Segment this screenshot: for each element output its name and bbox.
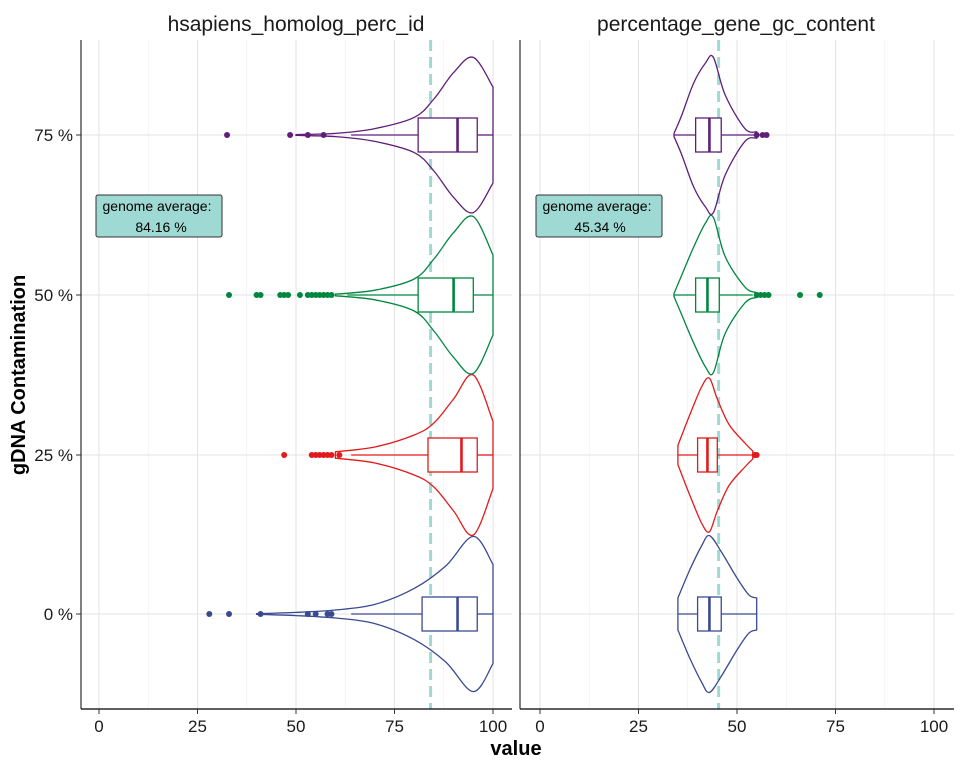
p1-violin-0pct bbox=[255, 535, 494, 693]
p1-box-75pct bbox=[417, 117, 478, 153]
x-axis-title: value bbox=[490, 738, 541, 760]
p2-group-75pct bbox=[673, 54, 770, 216]
p2-x-tick-label: 75 bbox=[826, 717, 845, 736]
p2-x-tick-label: 100 bbox=[920, 717, 948, 736]
p2-outlier-point-50pct bbox=[816, 292, 823, 298]
panel-1-annotation-line2: 84.16 % bbox=[135, 219, 186, 235]
p2-outlier-point-75pct bbox=[753, 132, 760, 138]
p2-outlier-point-75pct bbox=[763, 132, 770, 138]
p1-group-50pct bbox=[226, 215, 494, 375]
y-tick-label: 50 % bbox=[34, 286, 73, 305]
panel-2-axes: 0 25 50 75 100 bbox=[519, 40, 954, 736]
p1-outlier-point-50pct bbox=[257, 292, 264, 298]
panel-1-annotation-box bbox=[95, 194, 223, 238]
panel-hsapiens-homolog-perc-id: hsapiens_homolog_perc_id genome average:… bbox=[80, 13, 512, 736]
panel-2-violins bbox=[673, 54, 823, 694]
panel-1-genome-average-annotation: genome average: 84.16 % bbox=[95, 194, 223, 238]
p2-x-tick-label: 25 bbox=[629, 717, 648, 736]
panel-2-title: percentage_gene_gc_content bbox=[597, 13, 875, 36]
panel-1-annotation-line1: genome average: bbox=[103, 198, 212, 214]
p1-outlier-point-50pct bbox=[226, 292, 233, 298]
y-axis-tick-labels: 0 % 25 % 50 % 75 % bbox=[34, 126, 81, 624]
p2-group-25pct bbox=[677, 377, 760, 533]
p1-x-tick-label: 100 bbox=[479, 717, 507, 736]
p1-x-tick-label: 25 bbox=[188, 717, 207, 736]
p2-x-tick-label: 0 bbox=[535, 717, 544, 736]
y-tick-label: 0 % bbox=[44, 605, 73, 624]
p1-x-tick-label: 75 bbox=[385, 717, 404, 736]
p1-outlier-point-75pct bbox=[224, 132, 231, 138]
panel-2-genome-average-annotation: genome average: 45.34 % bbox=[535, 194, 663, 238]
p1-box-50pct bbox=[417, 277, 474, 313]
p1-outlier-point-25pct bbox=[328, 452, 335, 458]
p1-violin-50pct bbox=[334, 215, 494, 375]
y-tick-label: 75 % bbox=[34, 126, 73, 145]
y-tick-label: 25 % bbox=[34, 446, 73, 465]
p2-violin-75pct bbox=[673, 54, 758, 216]
p1-box-25pct bbox=[427, 437, 478, 473]
p1-group-75pct bbox=[224, 56, 494, 214]
p1-outlier-point-25pct bbox=[336, 452, 343, 458]
panel-2-annotation-box bbox=[535, 194, 663, 238]
panel-1-axes: 0 25 50 75 100 bbox=[80, 40, 512, 736]
p1-outlier-point-25pct bbox=[281, 452, 288, 458]
p1-outlier-point-50pct bbox=[328, 292, 335, 298]
p1-group-25pct bbox=[281, 373, 494, 537]
p1-outlier-point-0pct bbox=[328, 611, 335, 617]
p2-outlier-point-50pct bbox=[797, 292, 804, 298]
p1-outlier-point-0pct bbox=[226, 611, 233, 617]
p1-outlier-point-75pct bbox=[304, 132, 311, 138]
p1-x-tick-label: 50 bbox=[287, 717, 306, 736]
p1-outlier-point-0pct bbox=[312, 611, 319, 617]
panel-1-violins bbox=[206, 56, 494, 693]
panel-1-title: hsapiens_homolog_perc_id bbox=[168, 13, 425, 36]
p2-group-50pct bbox=[673, 214, 823, 376]
p1-outlier-point-50pct bbox=[296, 292, 303, 298]
p1-group-0pct bbox=[206, 535, 494, 693]
panel-2-annotation-line1: genome average: bbox=[543, 198, 652, 214]
p1-outlier-point-75pct bbox=[287, 132, 294, 138]
p1-x-tick-label: 0 bbox=[94, 717, 103, 736]
panel-percentage-gene-gc-content: percentage_gene_gc_content genome averag… bbox=[519, 13, 954, 736]
p2-x-tick-label: 50 bbox=[728, 717, 747, 736]
p1-outlier-point-0pct bbox=[304, 611, 311, 617]
p1-outlier-point-75pct bbox=[320, 132, 327, 138]
p1-outlier-point-0pct bbox=[206, 611, 213, 617]
p2-outlier-point-50pct bbox=[765, 292, 772, 298]
panel-2-annotation-line2: 45.34 % bbox=[574, 219, 625, 235]
p2-outlier-point-25pct bbox=[753, 452, 760, 458]
y-axis-title: gDNA Contamination bbox=[8, 275, 30, 475]
p1-outlier-point-0pct bbox=[257, 611, 264, 617]
p2-violin-0pct bbox=[677, 534, 758, 694]
p1-violin-25pct bbox=[334, 373, 494, 537]
p1-outlier-point-50pct bbox=[285, 292, 292, 298]
p1-violin-75pct bbox=[295, 56, 494, 214]
p2-group-0pct bbox=[677, 534, 758, 694]
p2-violin-25pct bbox=[677, 377, 754, 533]
p1-box-0pct bbox=[421, 596, 478, 632]
